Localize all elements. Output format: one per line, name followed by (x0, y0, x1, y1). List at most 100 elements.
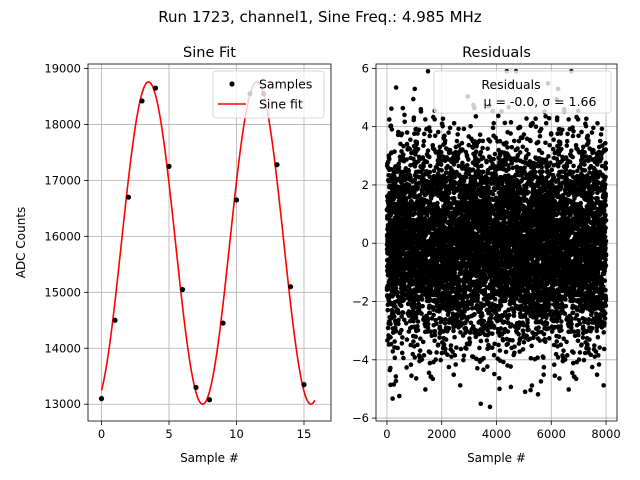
residual-point (412, 163, 418, 169)
residual-point (437, 335, 442, 340)
residual-point (399, 350, 405, 356)
sine-fit-ytick-label: 16000 (44, 229, 81, 243)
residual-point (485, 146, 490, 151)
figure-suptitle: Run 1723, channel1, Sine Freq.: 4.985 MH… (158, 8, 482, 26)
residual-point (400, 335, 405, 340)
residual-point (490, 191, 496, 197)
residual-point (427, 154, 432, 160)
residual-point (497, 386, 502, 392)
residual-point (454, 138, 460, 144)
residual-point (491, 156, 497, 162)
residual-point (442, 321, 448, 326)
residual-point (448, 343, 454, 348)
residual-point (464, 346, 469, 351)
residual-point (486, 185, 491, 190)
residual-point (455, 156, 461, 161)
residual-point (411, 339, 416, 344)
sample-point (206, 397, 213, 403)
residual-point (497, 348, 503, 353)
residual-point (446, 325, 452, 331)
residual-point (490, 125, 496, 131)
residual-point (392, 325, 398, 330)
residual-point (389, 307, 395, 313)
residual-point (386, 156, 392, 162)
residual-point (396, 393, 402, 399)
residual-point (412, 211, 418, 216)
residual-point (400, 105, 406, 111)
residual-point (407, 146, 413, 152)
residual-point (511, 138, 517, 144)
residual-point (472, 312, 477, 317)
sine-fit-xtick-label: 5 (165, 427, 172, 441)
residual-point (443, 337, 449, 342)
residual-point (411, 96, 416, 102)
residual-point (412, 86, 418, 92)
residual-point (421, 138, 427, 144)
residual-point (393, 378, 399, 384)
residual-point (501, 359, 506, 365)
residual-point (408, 137, 413, 142)
residual-point (390, 349, 396, 354)
residual-point (434, 321, 439, 327)
residual-point (431, 312, 436, 318)
residual-point (428, 287, 434, 293)
residual-point (508, 384, 514, 390)
sine-fit-ytick-label: 14000 (44, 341, 81, 355)
legend-sine-fit-label: Sine fit (259, 97, 303, 112)
residual-point (481, 367, 486, 373)
residual-point (467, 339, 473, 345)
residual-point (446, 130, 451, 135)
sample-point (233, 197, 240, 203)
residual-point (415, 185, 421, 190)
sample-point (220, 320, 226, 326)
residual-point (388, 166, 394, 172)
sine-fit-curve (100, 81, 316, 406)
residual-point (425, 68, 431, 74)
residual-point (480, 313, 485, 318)
residual-point (466, 157, 471, 162)
residual-point (412, 302, 417, 307)
sample-point (139, 98, 145, 104)
residual-point (481, 318, 487, 324)
residual-point (396, 164, 402, 170)
residual-point (402, 112, 407, 118)
residual-point (396, 317, 401, 323)
sample-point (152, 85, 159, 91)
residual-point (433, 357, 439, 362)
residual-point (508, 364, 513, 369)
sample-point (193, 384, 199, 391)
residual-point (473, 114, 479, 119)
residual-point (432, 133, 438, 139)
residual-point (504, 140, 509, 146)
residual-point (502, 120, 508, 126)
residual-point (430, 376, 436, 382)
residual-point (435, 200, 440, 206)
residual-point (393, 286, 399, 291)
residual-point (427, 133, 432, 139)
sample-point (166, 163, 172, 169)
residual-point (392, 149, 397, 154)
residual-point (510, 338, 515, 343)
residual-point (392, 355, 398, 361)
residual-point (487, 139, 493, 144)
sine-fit-ytick-label: 19000 (44, 61, 81, 75)
residual-point (413, 334, 419, 339)
residual-point (461, 357, 466, 363)
residual-point (412, 305, 417, 310)
residual-point (465, 306, 471, 311)
residual-point (468, 123, 473, 129)
residual-point (399, 131, 405, 136)
residual-point (427, 350, 433, 355)
residual-point (491, 325, 497, 330)
residual-point (417, 348, 423, 353)
residual-point (393, 328, 399, 334)
residual-point (505, 341, 511, 347)
residual-point (440, 116, 446, 122)
residual-point (508, 131, 513, 136)
residual-point (413, 376, 419, 381)
residual-point (442, 138, 448, 143)
residual-point (415, 342, 420, 348)
residual-point (432, 117, 437, 122)
residual-point (399, 341, 405, 346)
residual-point (412, 131, 417, 136)
